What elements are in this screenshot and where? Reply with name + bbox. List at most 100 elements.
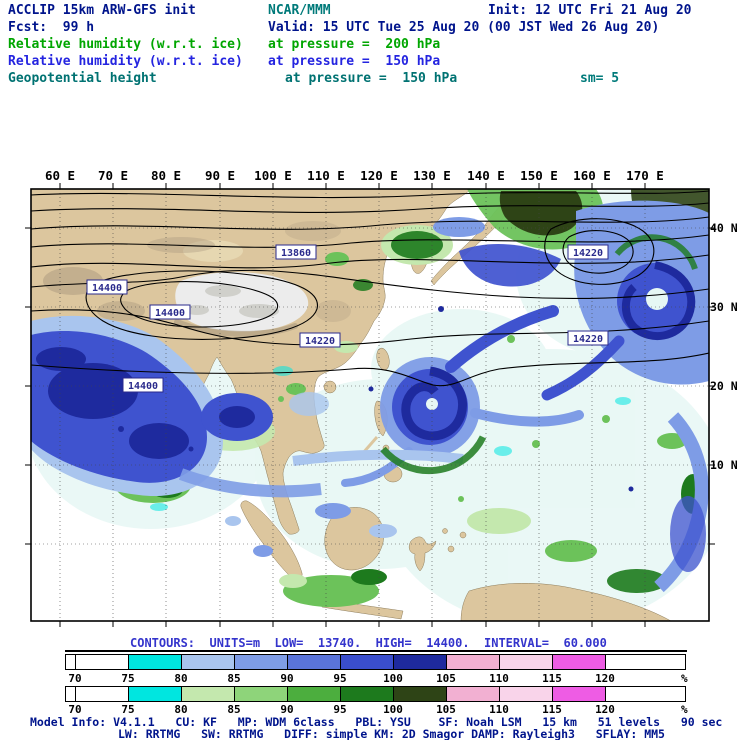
model-info-line1: Model Info: V4.1.1 CU: KF MP: WDM 6class…: [30, 715, 723, 729]
colorbar-tick-label: 80: [174, 703, 188, 716]
plot-title: ACCLIP 15km ARW-GFS init: [8, 3, 196, 18]
colorbar-cell: [288, 654, 341, 670]
y-tick-label: 30 N: [710, 300, 738, 314]
colorbar-tick-label: 75: [121, 672, 135, 685]
colorbar-tick-label: 105: [436, 672, 456, 685]
contour-label: 14220: [299, 332, 341, 348]
colorbar-cell: [65, 654, 76, 670]
x-tick-label: 170 E: [626, 168, 664, 183]
colorbar-tick-label: 110: [489, 672, 509, 685]
field1-name: Relative humidity (w.r.t. ice): [8, 37, 243, 52]
x-tick-label: 90 E: [205, 168, 235, 183]
colorbar-ticks-row-2: 70 75 80 85 90 95 100 105 110 115 120%: [65, 703, 688, 716]
x-tick-label: 140 E: [467, 168, 505, 183]
colorbar-tick-label: 100: [383, 672, 403, 685]
tibetan-plateau: [175, 272, 309, 332]
contour-labels: 13860 14400 14400 14220 14220 14220 1440…: [86, 244, 609, 393]
colorbar-tick-label: 115: [542, 703, 562, 716]
svg-text:13860: 13860: [281, 248, 311, 259]
field3-level: at pressure = 150 hPa: [285, 71, 458, 86]
x-tick-label: 100 E: [254, 168, 292, 183]
colorbar-cell: [500, 654, 553, 670]
colorbar-tick-label: 70: [68, 672, 82, 685]
forecast-map: 13860 14400 14400 14220 14220 14220 1440…: [25, 168, 738, 627]
colorbar-cell: [394, 686, 447, 702]
colorbar-rh-150hpa: [65, 654, 686, 670]
org-label: NCAR/MMM: [268, 3, 331, 18]
colorbar-tick-label: 70: [68, 703, 82, 716]
colorbar-cell: [182, 686, 235, 702]
colorbar-tick-label: 95: [333, 703, 347, 716]
colorbar-tick-label: 90: [280, 703, 294, 716]
colorbar-tick-label: 90: [280, 672, 294, 685]
field1-level: at pressure = 200 hPa: [268, 37, 441, 52]
x-tick-label: 70 E: [98, 168, 128, 183]
colorbar-unit-label: %: [681, 703, 688, 716]
colorbar-tick-label: 100: [383, 703, 403, 716]
svg-text:14400: 14400: [92, 283, 122, 294]
contour-label: 14220: [567, 244, 609, 260]
colorbar-cell: [606, 686, 686, 702]
model-info-line2: LW: RRTMG SW: RRTMG DIFF: simple KM: 2D …: [118, 727, 665, 740]
contour-label: 14400: [122, 377, 164, 393]
colorbar-cell: [553, 654, 606, 670]
valid-time: Valid: 15 UTC Tue 25 Aug 20 (00 JST Wed …: [268, 20, 660, 35]
x-tick-label: 60 E: [45, 168, 75, 183]
colorbar-tick-label: 115: [542, 672, 562, 685]
field2-level: at pressure = 150 hPa: [268, 54, 441, 69]
new-guinea: [460, 582, 672, 621]
legend-divider: [65, 650, 687, 652]
colorbar-tick-label: 105: [436, 703, 456, 716]
colorbar-cell: [288, 686, 341, 702]
x-tick-label: 160 E: [573, 168, 611, 183]
colorbar-cell: [65, 686, 76, 702]
y-axis-labels: 40 N 30 N 20 N 10 N: [710, 221, 738, 472]
colorbar-cell: [182, 654, 235, 670]
colorbar-tick-label: 80: [174, 672, 188, 685]
colorbar-tick-label: 120: [595, 703, 615, 716]
colorbar-cell: [129, 654, 182, 670]
typhoon-spiral: [380, 357, 480, 457]
colorbar-cell: [553, 686, 606, 702]
colorbar-cell: [129, 686, 182, 702]
y-tick-label: 20 N: [710, 379, 738, 393]
colorbar-tick-label: 95: [333, 672, 347, 685]
colorbar-unit-label: %: [681, 672, 688, 685]
colorbar-cell: [394, 654, 447, 670]
colorbar-tick-label: 85: [227, 672, 241, 685]
himalaya-ridge: [174, 319, 298, 337]
sulawesi: [408, 536, 437, 572]
x-tick-label: 130 E: [413, 168, 451, 183]
colorbar-cell: [500, 686, 553, 702]
graticule: [31, 189, 709, 621]
x-tick-label: 110 E: [307, 168, 345, 183]
contour-label: 14400: [149, 304, 191, 320]
colorbar-cell: [235, 654, 288, 670]
colorbar-cell: [235, 686, 288, 702]
colorbar-cell: [447, 654, 500, 670]
colorbar-rh-200hpa: [65, 686, 686, 702]
fcst-hour: Fcst: 99 h: [8, 20, 95, 35]
colorbar-cell: [341, 654, 394, 670]
colorbar-tick-label: 110: [489, 703, 509, 716]
svg-text:14400: 14400: [155, 308, 185, 319]
colorbar-tick-label: 85: [227, 703, 241, 716]
svg-text:14400: 14400: [128, 381, 158, 392]
x-tick-label: 80 E: [151, 168, 181, 183]
x-tick-label: 120 E: [360, 168, 398, 183]
colorbar-tick-label: 75: [121, 703, 135, 716]
colorbar-tick-label: 120: [595, 672, 615, 685]
rh-blue-layer: [31, 200, 709, 593]
field2-name: Relative humidity (w.r.t. ice): [8, 54, 243, 69]
contour-label: 13860: [275, 244, 317, 260]
colorbar-cell: [606, 654, 686, 670]
x-axis-labels: 60 E 70 E 80 E 90 E 100 E 110 E 120 E 13…: [45, 168, 664, 183]
colorbar-cell: [447, 686, 500, 702]
colorbar-cell: [76, 686, 129, 702]
borneo: [324, 507, 385, 571]
hainan: [323, 380, 337, 394]
colorbar-cell: [76, 654, 129, 670]
x-tick-label: 150 E: [520, 168, 558, 183]
y-tick-label: 40 N: [710, 221, 738, 235]
map-border: [30, 188, 710, 622]
